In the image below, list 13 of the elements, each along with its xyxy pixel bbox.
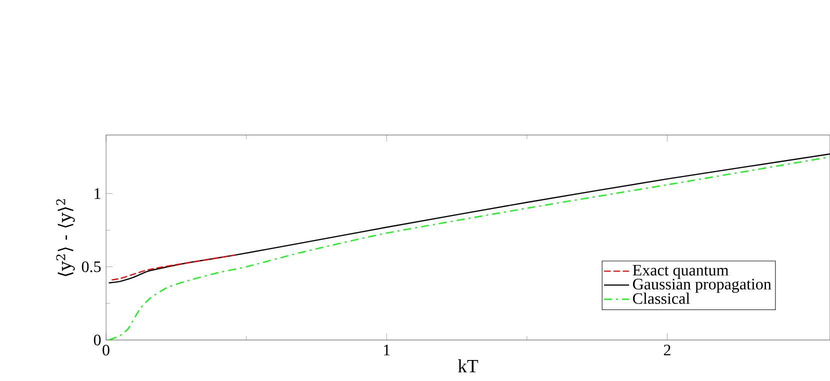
- legend-label: Classical: [633, 292, 690, 304]
- line-series: [111, 254, 236, 281]
- x-tick-label: 1: [384, 344, 390, 356]
- legend-label: Exact quantum: [632, 264, 729, 279]
- line-series: [108, 156, 830, 341]
- y-axis-title: ⟨y$^{2}$⟩ - ⟨y⟩$^{2}$: [56, 199, 75, 276]
- y-tick-label: 0.5: [82, 261, 101, 272]
- x-tick-label: 2: [664, 344, 670, 356]
- y-tick-label: 1: [94, 188, 100, 199]
- legend-label: Gaussian propagation: [633, 278, 772, 293]
- x-axis-title: kT: [458, 359, 478, 372]
- x-tick-label: 0: [102, 344, 110, 356]
- y-tick-label: 0: [94, 334, 101, 346]
